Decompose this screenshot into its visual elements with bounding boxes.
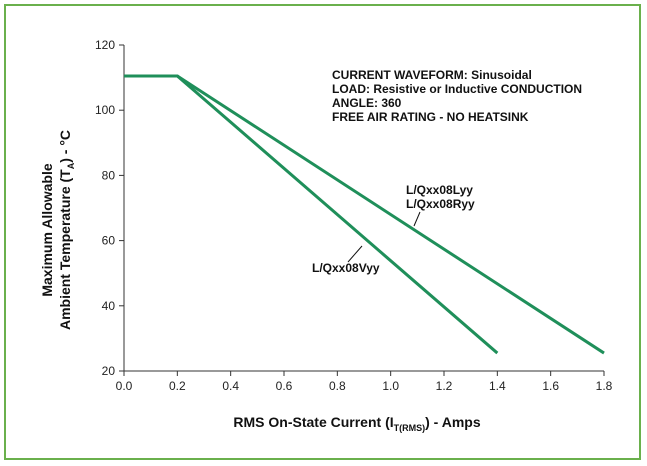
note-line-4: FREE AIR RATING - NO HEATSINK (332, 110, 529, 124)
series-lines (124, 74, 605, 355)
y-axis-title-line1: Maximum Allowable (39, 163, 55, 297)
series-label-v: L/Qxx08Vyy (312, 245, 380, 275)
series-label-lr: L/Qxx08Lyy L/Qxx08Ryy (406, 183, 475, 227)
y-tick-label: 40 (102, 299, 116, 313)
series-label-lr-leader (413, 211, 421, 227)
x-tick-label: 0.2 (169, 379, 186, 393)
x-tick-labels: 0.0 0.2 0.4 0.6 0.8 1.0 1.2 1.4 1.6 1.8 (116, 371, 613, 393)
series-label-v-leader (347, 245, 363, 263)
series-label-vyy: L/Qxx08Vyy (312, 261, 380, 275)
note-line-3: ANGLE: 360 (332, 96, 402, 110)
x-tick-label: 0.4 (222, 379, 239, 393)
y-tick-label: 100 (95, 103, 115, 117)
x-tick-label: 1.0 (382, 379, 399, 393)
series-line-v (124, 74, 499, 355)
y-axis-title-line2: Ambient Temperature (TA) - °C (57, 130, 76, 330)
y-tick-labels: 20 40 60 80 100 120 (95, 38, 124, 378)
x-tick-label: 0.0 (116, 379, 133, 393)
x-tick-label: 0.6 (276, 379, 293, 393)
chart-frame (4, 4, 641, 460)
series-label-ryy: L/Qxx08Ryy (406, 197, 475, 211)
x-tick-label: 1.6 (542, 379, 559, 393)
y-tick-label: 120 (95, 38, 115, 52)
y-tick-label: 80 (102, 168, 116, 182)
axes (123, 45, 604, 372)
y-tick-label: 60 (102, 234, 116, 248)
note-line-1: CURRENT WAVEFORM: Sinusoidal (332, 68, 532, 82)
conditions-note: CURRENT WAVEFORM: Sinusoidal LOAD: Resis… (332, 68, 582, 124)
y-axis-title: Maximum Allowable Ambient Temperature (T… (39, 130, 76, 330)
series-label-lyy: L/Qxx08Lyy (406, 183, 473, 197)
note-line-2: LOAD: Resistive or Inductive CONDUCTION (332, 82, 582, 96)
y-tick-label: 20 (102, 364, 116, 378)
x-tick-label: 0.8 (329, 379, 346, 393)
x-axis-title: RMS On-State Current (IT(RMS)) - Amps (233, 414, 480, 433)
x-tick-label: 1.8 (596, 379, 613, 393)
x-tick-label: 1.2 (436, 379, 453, 393)
x-tick-label: 1.4 (489, 379, 506, 393)
